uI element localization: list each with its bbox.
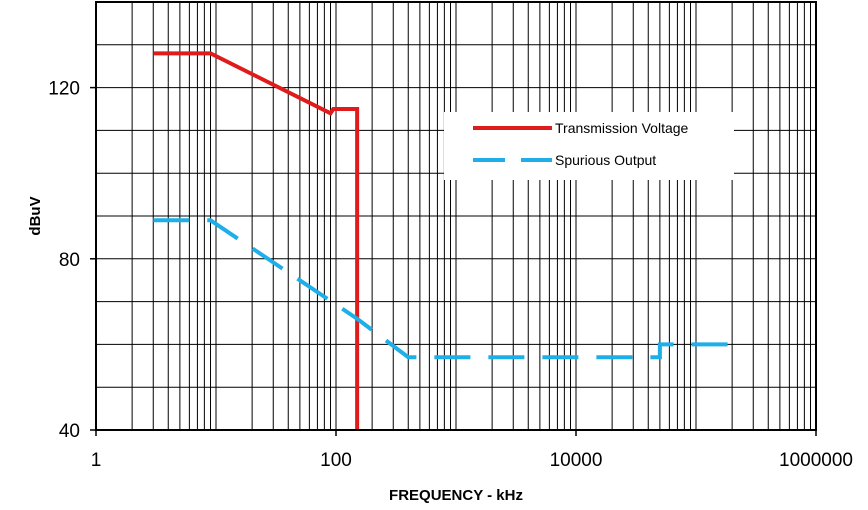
y-tick-label: 80 [59, 250, 80, 271]
series-line-1 [153, 218, 744, 360]
x-axis-title: FREQUENCY - kHz [389, 487, 523, 504]
y-tick-label: 40 [59, 421, 80, 442]
legend-box [444, 112, 734, 180]
x-tick-label: 1000000 [779, 450, 853, 471]
x-tick-label: 100 [320, 450, 352, 471]
y-tick-label: 120 [48, 79, 80, 100]
y-tick-labels: 40 80 120 [48, 79, 96, 442]
plot-frame [95, 1, 817, 431]
grid-lines [96, 2, 816, 430]
legend-label-transmission-voltage: Transmission Voltage [555, 120, 689, 136]
x-tick-labels: 1 100 10000 1000000 [91, 430, 853, 471]
series-layer [153, 51, 744, 430]
x-tick-label: 10000 [550, 450, 603, 471]
series-line-0 [153, 51, 360, 430]
legend-label-spurious-output: Spurious Output [555, 152, 656, 168]
legend: Transmission Voltage Spurious Output [444, 112, 734, 180]
x-tick-label: 1 [91, 450, 102, 471]
y-axis-title: dBuV [27, 196, 44, 235]
